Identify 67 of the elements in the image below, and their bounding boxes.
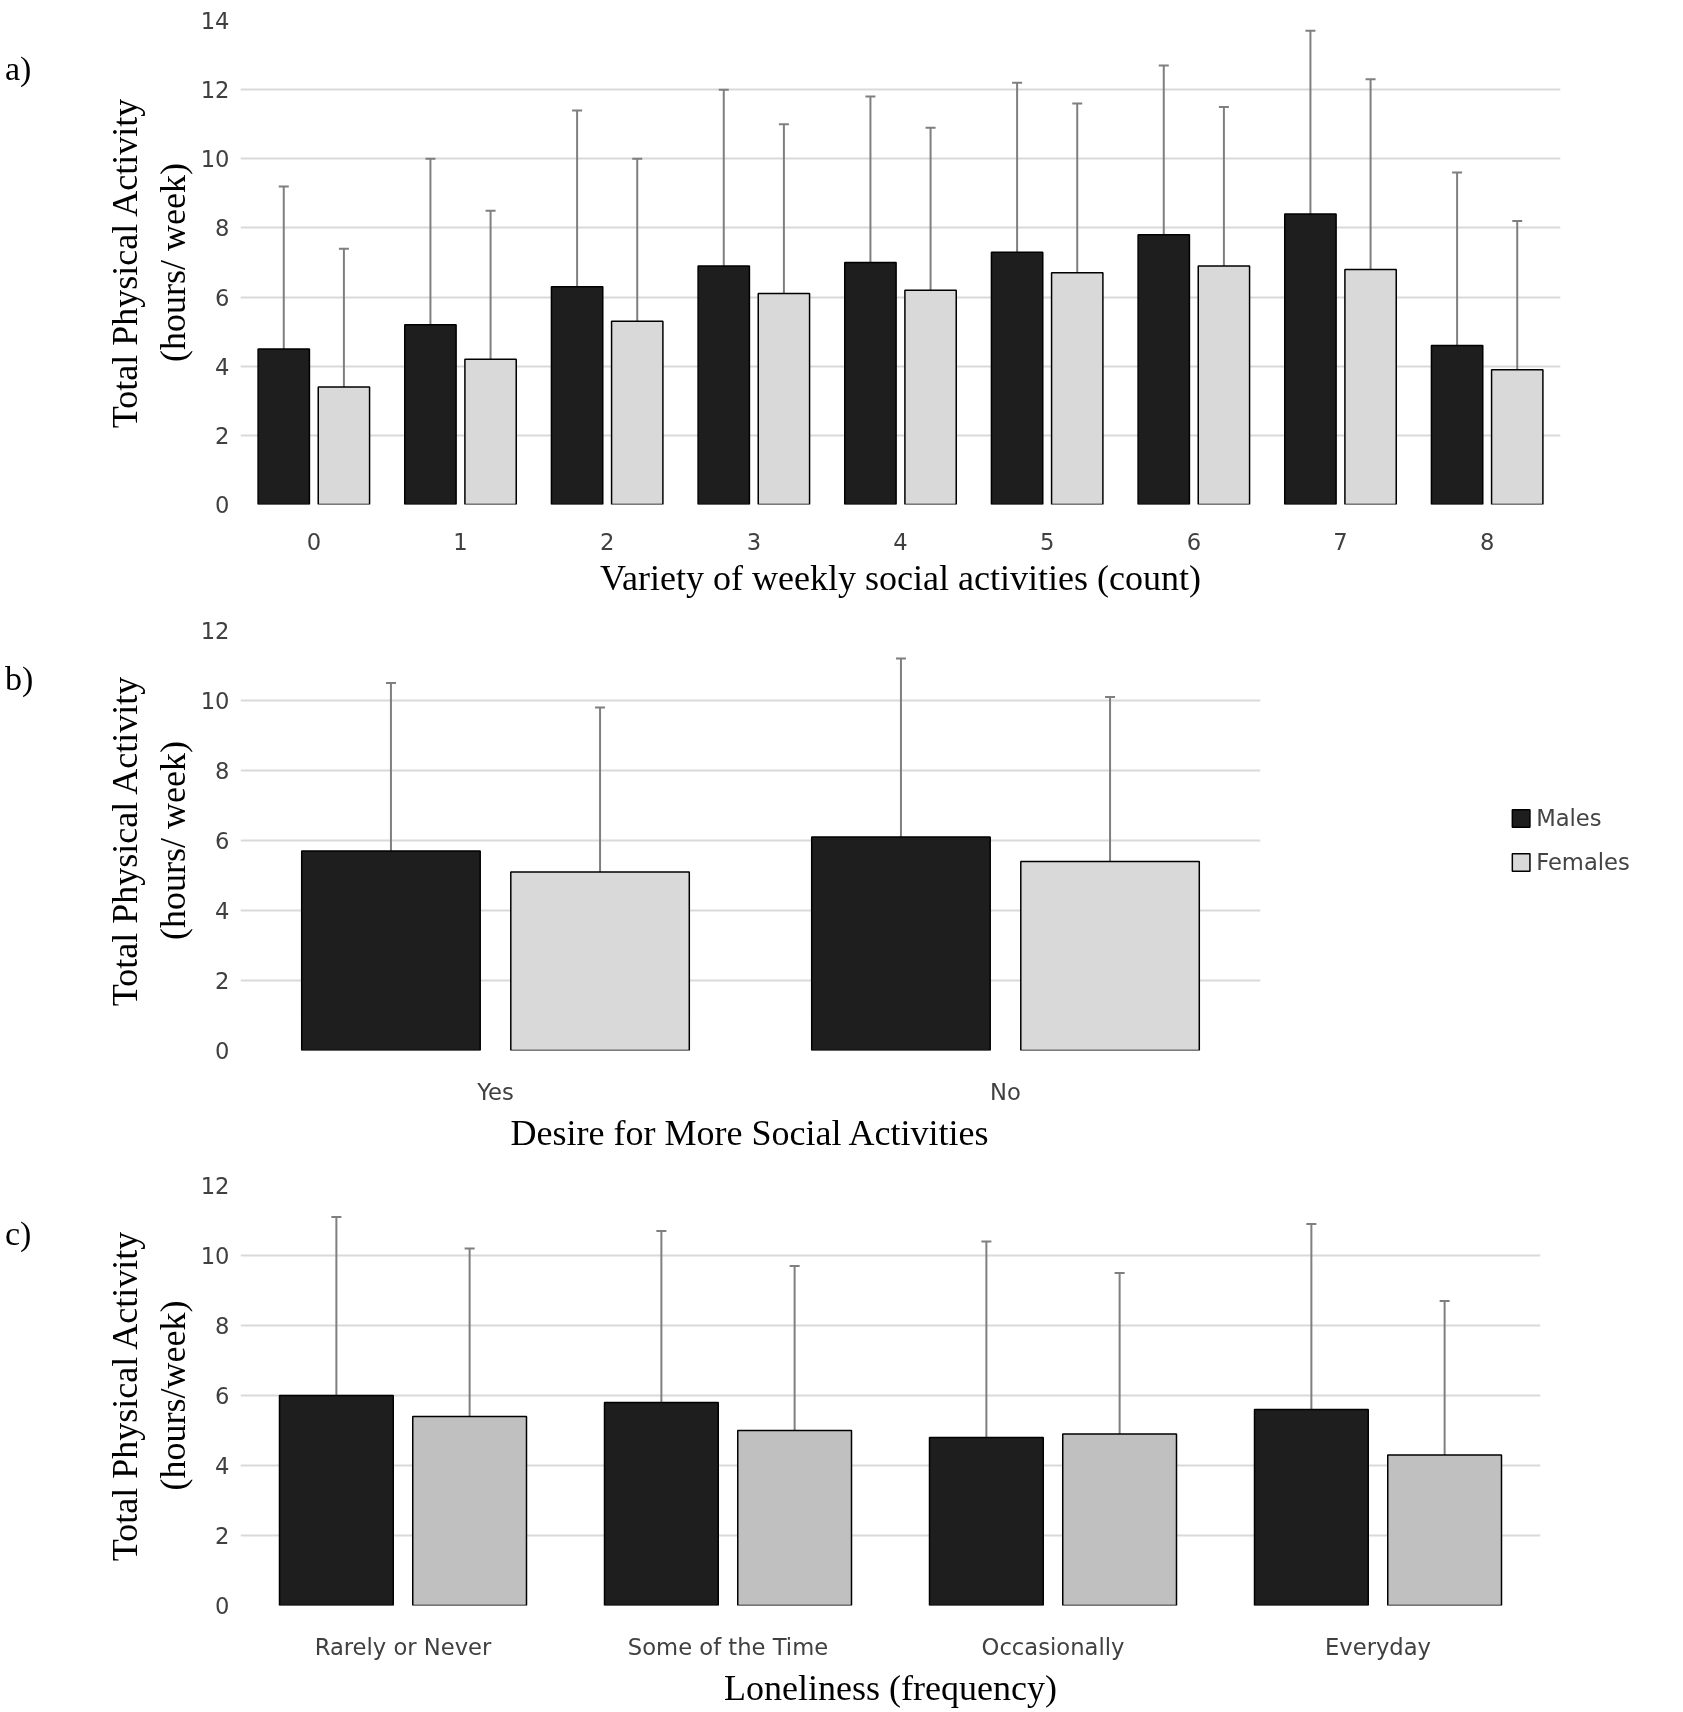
y-tick-label: 6 (215, 1383, 230, 1409)
bar (737, 1429, 853, 1606)
y-tick-label: 8 (215, 758, 230, 784)
bar (550, 285, 604, 505)
bar (810, 836, 991, 1051)
y-tick-label: 4 (215, 1453, 230, 1479)
x-tick-label: Rarely or Never (314, 1633, 493, 1660)
x-tick-label: Some of the Time (627, 1633, 829, 1660)
x-tick-label: Yes (476, 1078, 514, 1105)
text: a) (5, 49, 32, 89)
y-tick-label: 14 (200, 8, 230, 34)
y-tick-label: 10 (200, 146, 230, 173)
y-tick-label: 2 (215, 1523, 230, 1549)
y-tick-label: 10 (200, 1243, 230, 1269)
x-tick-label: Everyday (1324, 1633, 1432, 1660)
x-tick-label: 4 (893, 528, 908, 555)
bar (300, 850, 481, 1051)
y-axis-title: Total Physical Activity (hours/week) (104, 1231, 193, 1562)
y-tick-label: 6 (215, 284, 230, 311)
bar (257, 348, 311, 505)
legend-label: Males (1536, 805, 1602, 831)
y-tick-label: 12 (200, 1173, 230, 1199)
y-tick-label: 8 (215, 1313, 230, 1339)
bar (697, 265, 751, 505)
bar (1284, 213, 1337, 505)
y-tick-label: 4 (215, 353, 230, 380)
y-tick-label: 6 (215, 828, 230, 854)
bar (1430, 344, 1484, 505)
x-tick-label: 3 (746, 528, 762, 555)
y-tick-label: 0 (215, 1593, 230, 1619)
x-axis-title: Variety of weekly social activities (count) (600, 557, 1201, 598)
y-axis-title: Total Physical Activity (hours/ week) (104, 676, 193, 1007)
x-tick-label: 2 (599, 528, 615, 555)
bar (844, 261, 897, 505)
y-tick-label: 0 (215, 1038, 230, 1064)
x-tick-label: 6 (1186, 528, 1202, 555)
bar (1137, 234, 1191, 505)
x-tick-label: 7 (1333, 528, 1348, 555)
bar (278, 1394, 394, 1606)
bar (412, 1415, 528, 1606)
x-tick-label: 1 (453, 528, 468, 555)
y-tick-label: 0 (215, 492, 230, 518)
x-axis-title: Loneliness (frequency) (724, 1667, 1057, 1708)
text: c) (5, 1214, 32, 1254)
x-tick-label: 0 (306, 528, 322, 555)
y-tick-label: 4 (215, 898, 230, 924)
bar (1387, 1454, 1503, 1606)
bar (603, 1401, 719, 1606)
bar (1253, 1408, 1369, 1606)
y-tick-label: 2 (215, 968, 230, 994)
x-tick-label: Occasionally (981, 1633, 1125, 1660)
y-tick-label: 2 (215, 422, 230, 449)
y-tick-label: 12 (200, 77, 230, 104)
bar (404, 323, 457, 505)
y-tick-label: 8 (215, 215, 230, 242)
x-tick-label: 5 (1039, 528, 1055, 555)
x-tick-label: 8 (1479, 528, 1495, 555)
bar (928, 1436, 1044, 1606)
x-tick-label: No (990, 1078, 1021, 1105)
y-axis-title: Total Physical Activity (hours/ week) (104, 98, 193, 429)
y-tick-label: 12 (200, 618, 230, 644)
x-axis-title: Desire for More Social Activities (510, 1112, 989, 1153)
y-tick-label: 10 (200, 688, 230, 714)
text: b) (5, 659, 34, 699)
legend-label: Females (1536, 849, 1630, 875)
bar (990, 251, 1044, 505)
bar (1062, 1433, 1178, 1606)
